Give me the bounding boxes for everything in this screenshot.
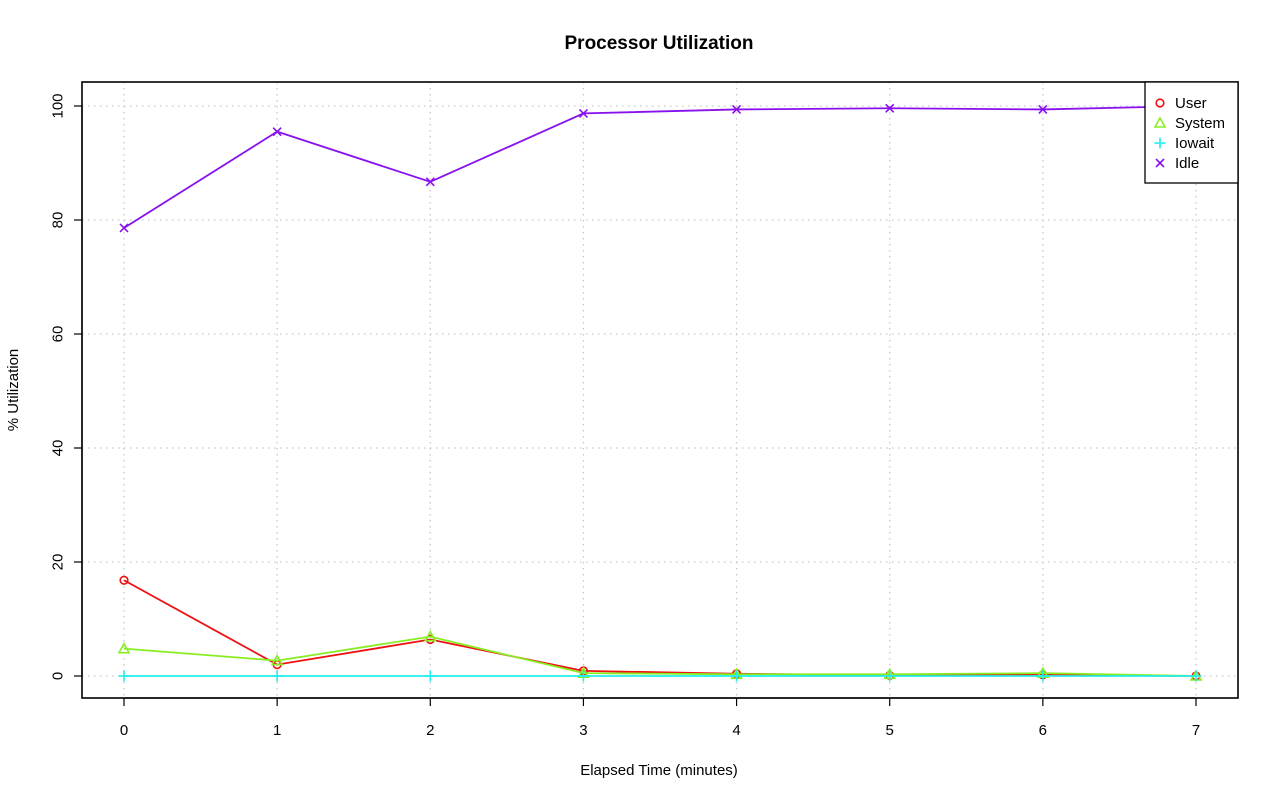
x-tick-label: 7: [1192, 722, 1200, 739]
y-axis-label: % Utilization: [5, 349, 22, 432]
data-point-iowait: [119, 671, 130, 682]
legend-label-iowait: Iowait: [1175, 135, 1215, 152]
y-tick-label: 0: [50, 672, 67, 680]
series-line-user: [124, 580, 1196, 676]
y-tick-label: 60: [50, 326, 67, 343]
y-tick-label: 100: [50, 93, 67, 118]
data-point-idle: [120, 224, 128, 232]
legend-label-user: User: [1175, 95, 1207, 112]
series-line-system: [124, 637, 1196, 676]
data-point-iowait: [425, 671, 436, 682]
legend-label-idle: Idle: [1175, 155, 1199, 172]
x-axis: 0 1 2 3 4 5 6 7: [120, 698, 1200, 739]
data-point-iowait: [272, 671, 283, 682]
x-tick-label: 2: [426, 722, 434, 739]
x-tick-label: 5: [886, 722, 894, 739]
x-axis-label: Elapsed Time (minutes): [580, 762, 738, 779]
grid: [82, 82, 1238, 698]
y-tick-label: 20: [50, 554, 67, 571]
x-tick-label: 6: [1039, 722, 1047, 739]
x-tick-label: 4: [732, 722, 740, 739]
legend: User System Iowait Idle: [1145, 82, 1238, 183]
data-point-iowait: [1037, 671, 1048, 682]
plot-frame: [82, 82, 1238, 698]
x-tick-label: 3: [579, 722, 587, 739]
y-tick-label: 40: [50, 440, 67, 457]
y-axis: 0 20 40 60 80 100: [50, 93, 83, 680]
y-tick-label: 80: [50, 212, 67, 229]
legend-label-system: System: [1175, 115, 1225, 132]
x-tick-label: 0: [120, 722, 128, 739]
data-point-iowait: [884, 671, 895, 682]
series-layer: [119, 102, 1202, 682]
x-tick-label: 1: [273, 722, 281, 739]
chart-title: Processor Utilization: [565, 33, 754, 54]
series-line-idle: [124, 106, 1196, 228]
